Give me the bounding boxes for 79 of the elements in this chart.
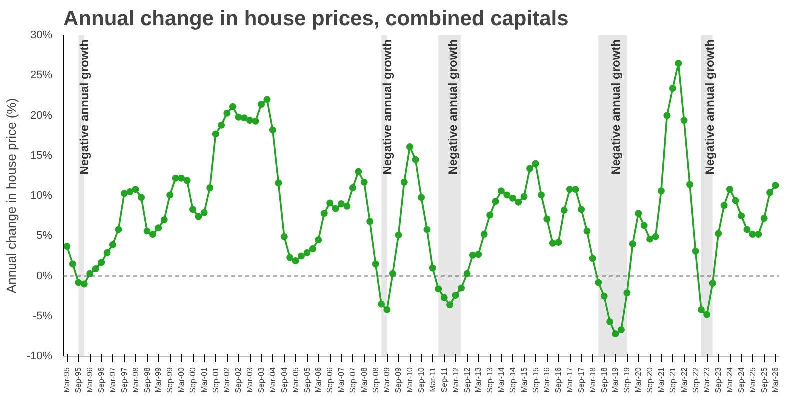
x-tick-label: Mar-10: [406, 366, 415, 393]
x-tick-label: Sep-00: [188, 366, 198, 394]
x-tick-label: Sep-03: [257, 366, 266, 394]
x-tick-label: Mar-11: [428, 366, 438, 392]
x-tick-label: Mar-97: [108, 366, 118, 393]
x-tick-label: Mar-20: [634, 366, 644, 393]
x-tick-label: Sep-11: [440, 366, 449, 393]
x-tick-label: Mar-26: [771, 366, 780, 393]
x-tick-label: Mar-02: [222, 366, 232, 393]
y-tick-label: 15%: [30, 150, 53, 162]
x-tick-label: Sep-07: [348, 366, 358, 394]
x-tick-label: Sep-22: [691, 366, 700, 394]
x-tick-label: Mar-14: [496, 366, 506, 393]
x-tick-label: Mar-19: [611, 366, 620, 393]
x-tick-label: Sep-04: [280, 366, 289, 394]
x-tick-label: Sep-06: [326, 366, 335, 394]
x-tick-label: Mar-96: [86, 366, 95, 393]
x-tick-label: Mar-17: [566, 366, 575, 393]
x-tick-label: Sep-14: [508, 366, 518, 394]
x-tick-label: Mar-08: [360, 366, 369, 393]
chart-title: Annual change in house prices, combined capitals: [64, 8, 569, 30]
x-tick-label: Sep-25: [760, 366, 769, 394]
x-tick-label: Mar-99: [154, 366, 164, 393]
x-tick-label: Sep-24: [737, 366, 746, 394]
x-tick-label: Mar-98: [131, 366, 140, 393]
x-tick-label: Mar-22: [680, 366, 689, 393]
x-tick-label: Mar-00: [177, 366, 186, 393]
band-label: Negative annual growth: [703, 39, 718, 175]
x-tick-label: Mar-15: [520, 366, 529, 393]
band-label: Negative annual growth: [380, 39, 394, 175]
x-tick-label: Sep-12: [462, 366, 472, 394]
x-tick-label: Mar-04: [268, 366, 278, 393]
y-tick-label: -10%: [26, 350, 53, 362]
y-tick-label: 10%: [30, 190, 53, 202]
x-tick-label: Mar-01: [200, 366, 209, 393]
x-tick-label: Sep-05: [302, 366, 312, 394]
x-tick-label: Sep-13: [486, 366, 495, 394]
x-tick-label: Sep-98: [142, 366, 152, 394]
x-tick-label: Mar-25: [748, 366, 758, 393]
x-tick-label: Sep-02: [234, 366, 244, 394]
x-tick-label: Sep-96: [97, 366, 106, 394]
x-tick-label: Sep-99: [166, 366, 175, 394]
x-tick-label: Mar-21: [656, 366, 666, 393]
x-tick-label: Mar-03: [246, 366, 255, 393]
y-tick-label: 25%: [30, 70, 53, 82]
x-tick-label: Sep-95: [74, 366, 84, 394]
y-axis-title: Annual change in house price (%): [4, 98, 19, 294]
x-tick-label: Sep-01: [211, 366, 220, 394]
x-tick-label: Mar-18: [588, 366, 598, 393]
band-label: Negative annual growth: [608, 39, 623, 175]
x-tick-label: Mar-07: [336, 366, 346, 393]
y-tick-label: 5%: [36, 230, 53, 242]
x-tick-label: Sep-09: [394, 366, 404, 394]
x-tick-label: Mar-09: [382, 366, 392, 393]
x-tick-label: Sep-20: [646, 366, 655, 394]
x-tick-label: Sep-16: [554, 366, 564, 394]
x-tick-label: Mar-12: [451, 366, 460, 393]
x-tick-label: Sep-97: [120, 366, 129, 394]
x-tick-label: Sep-19: [622, 366, 632, 394]
x-tick-label: Sep-18: [600, 366, 609, 394]
x-tick-label: Sep-17: [577, 366, 586, 394]
band-label: Negative annual growth: [78, 39, 92, 175]
y-tick-label: -5%: [32, 310, 53, 322]
band-label: Negative annual growth: [446, 39, 460, 175]
y-tick-label: 30%: [30, 30, 53, 42]
x-tick-label: Sep-10: [417, 366, 426, 394]
x-tick-label: Sep-08: [371, 366, 380, 394]
x-tick-label: Mar-06: [314, 366, 324, 393]
x-tick-label: Mar-23: [702, 366, 712, 393]
x-tick-label: Sep-21: [668, 366, 678, 394]
y-tick-label: 0%: [36, 270, 53, 282]
x-tick-label: Sep-15: [531, 366, 540, 394]
y-tick-label: 20%: [30, 110, 53, 122]
x-tick-label: Mar-16: [542, 366, 552, 393]
x-tick-label: Mar-24: [726, 366, 735, 393]
x-tick-label: Mar-95: [62, 366, 72, 393]
x-tick-label: Mar-05: [291, 366, 300, 393]
x-tick-label: Sep-23: [714, 366, 724, 394]
x-tick-label: Mar-13: [474, 366, 484, 393]
